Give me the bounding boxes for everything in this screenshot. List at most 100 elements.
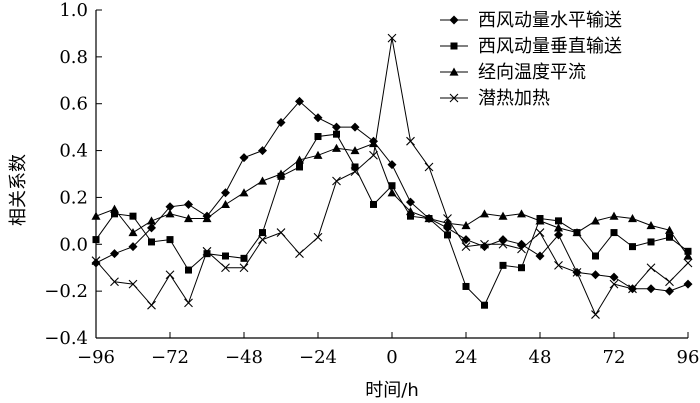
x-tick-label: −96	[77, 347, 115, 368]
series-group	[91, 33, 693, 319]
y-tick-label: 0.8	[59, 47, 88, 68]
data-point	[313, 150, 323, 159]
data-point	[609, 211, 619, 220]
data-point	[517, 244, 526, 254]
data-point	[647, 238, 655, 246]
data-point	[498, 211, 508, 220]
data-point	[424, 162, 434, 172]
marker-stroke	[221, 263, 230, 273]
y-tick-label: 0.0	[59, 234, 88, 255]
data-point	[443, 214, 452, 223]
x-tick-label: 48	[529, 347, 552, 368]
marker-stroke	[128, 279, 138, 289]
data-point	[610, 229, 618, 237]
data-point	[387, 160, 397, 170]
data-point	[407, 212, 414, 220]
y-tick-label: −0.2	[44, 281, 88, 302]
data-point	[499, 261, 507, 269]
x-tick-label: 0	[386, 347, 397, 368]
data-point	[276, 169, 286, 178]
marker-stroke	[165, 270, 175, 280]
legend-label: 经向温度平流	[478, 62, 586, 83]
data-point	[295, 249, 304, 259]
marker-stroke	[554, 260, 563, 270]
data-point	[628, 284, 637, 294]
data-point	[480, 239, 489, 249]
data-point	[481, 301, 488, 309]
marker-stroke	[480, 239, 489, 249]
marker-stroke	[295, 249, 304, 259]
data-point	[332, 143, 341, 152]
data-point	[406, 206, 415, 216]
marker-stroke	[110, 277, 119, 287]
marker-stroke	[387, 33, 397, 43]
data-point	[444, 231, 451, 239]
data-point	[148, 238, 155, 246]
data-point	[406, 197, 415, 207]
x-tick-label: 96	[677, 347, 700, 368]
data-point	[646, 284, 656, 294]
marker-stroke	[591, 310, 600, 319]
data-point	[128, 279, 138, 289]
data-point	[683, 251, 693, 260]
marker-stroke	[276, 228, 286, 237]
data-point	[313, 232, 323, 242]
data-point	[184, 214, 193, 223]
legend-marker	[449, 93, 459, 103]
x-tick-label: −72	[151, 347, 189, 368]
data-point	[110, 249, 119, 259]
data-point	[147, 216, 156, 225]
marker-stroke	[665, 277, 674, 287]
data-point	[387, 188, 397, 197]
y-tick-label: 0.2	[59, 187, 88, 208]
marker-stroke	[369, 150, 378, 160]
data-point	[222, 252, 229, 260]
data-point	[221, 263, 230, 273]
data-point	[461, 235, 471, 245]
data-point	[480, 242, 489, 252]
data-point	[517, 209, 526, 218]
marker-stroke	[517, 244, 526, 254]
series-line	[95, 38, 689, 316]
legend-marker	[449, 15, 459, 25]
data-point	[332, 122, 341, 132]
legend-entry-2: 西风动量垂直输送	[440, 36, 622, 57]
data-point	[554, 260, 563, 270]
data-point	[332, 176, 341, 186]
data-point	[629, 243, 636, 251]
data-point	[147, 300, 156, 310]
data-point	[592, 252, 599, 260]
data-point	[369, 150, 378, 160]
marker-stroke	[683, 258, 693, 268]
data-point	[258, 176, 267, 185]
x-tick-label: −48	[225, 347, 263, 368]
data-point	[665, 286, 674, 296]
data-point	[166, 236, 174, 244]
data-point	[165, 202, 175, 212]
data-point	[518, 264, 525, 272]
data-point	[92, 236, 100, 244]
marker-stroke	[406, 136, 415, 146]
y-tick-label: −0.4	[44, 328, 88, 349]
legend-marker	[450, 42, 458, 50]
marker-stroke	[535, 228, 545, 237]
data-point	[609, 279, 619, 289]
data-point	[498, 235, 508, 245]
data-point	[110, 277, 119, 287]
data-point	[443, 218, 452, 227]
marker-stroke	[313, 232, 323, 242]
data-point	[480, 209, 489, 218]
marker-stroke	[646, 263, 656, 273]
data-point	[350, 167, 360, 177]
data-point	[350, 146, 360, 155]
data-point	[165, 209, 175, 218]
y-tick-label: 0.6	[59, 94, 88, 115]
data-point	[572, 228, 582, 237]
y-axis-title: 相关系数	[8, 154, 29, 226]
legend-label: 西风动量垂直输送	[478, 36, 622, 57]
marker-stroke	[461, 242, 471, 252]
data-point	[665, 277, 674, 287]
marker-stroke	[443, 214, 452, 223]
